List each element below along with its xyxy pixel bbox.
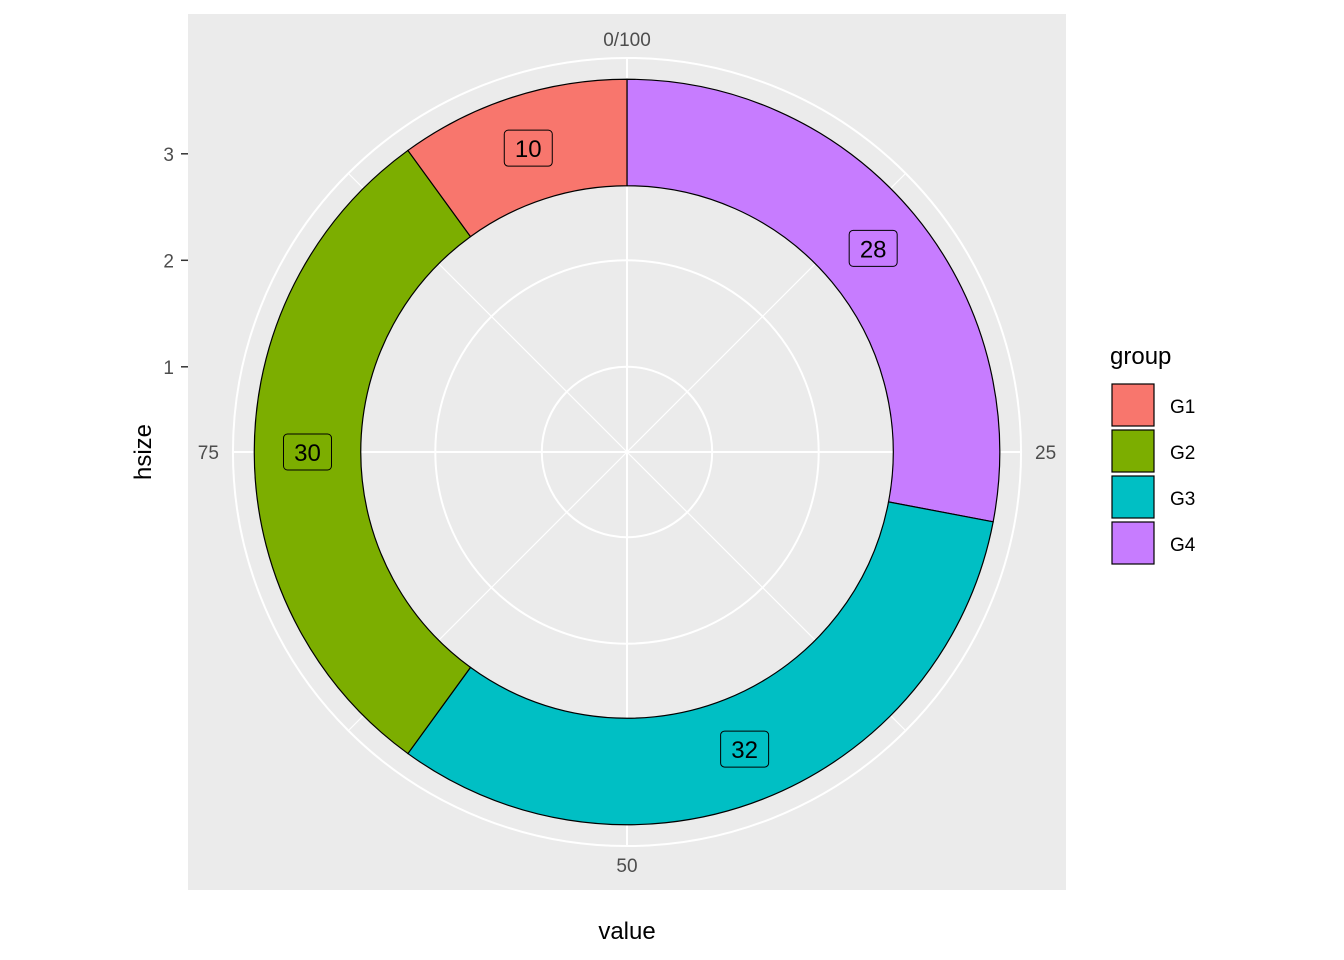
radial-tick-label: 3 <box>163 145 174 166</box>
slice-label-g4: 28 <box>848 229 898 267</box>
legend: group G1 G2 G3 G4 <box>1110 343 1196 565</box>
legend-key-g1 <box>1111 383 1155 427</box>
slice-label-text: 32 <box>731 737 758 764</box>
angle-tick-label: 0/100 <box>603 30 651 51</box>
slice-label-box <box>720 730 770 768</box>
radial-tick-label: 2 <box>163 251 174 272</box>
angle-tick-label: 50 <box>616 856 637 877</box>
angle-axis-ticks: 0/100 25 50 75 <box>198 30 1056 877</box>
slice-labels: 28 32 30 10 <box>283 129 898 768</box>
legend-key-g4 <box>1111 521 1155 565</box>
slice-g3 <box>407 501 994 826</box>
radial-axis-ticks: 1 2 3 <box>163 145 188 379</box>
legend-label-g1: G1 <box>1170 397 1195 418</box>
angle-tick-label: 75 <box>198 443 219 464</box>
slice-g2 <box>253 149 472 755</box>
legend-key-g3 <box>1111 475 1155 519</box>
slice-label-g2: 30 <box>283 433 332 471</box>
slice-label-text: 30 <box>294 440 321 467</box>
slice-label-box <box>283 433 332 471</box>
slice-label-g3: 32 <box>720 730 770 768</box>
legend-key-g2 <box>1111 429 1155 473</box>
angle-tick-label: 25 <box>1035 443 1056 464</box>
legend-title: group <box>1110 343 1171 370</box>
y-axis-title: hsize <box>130 424 157 480</box>
legend-label-g3: G3 <box>1170 489 1195 510</box>
legend-label-g2: G2 <box>1170 443 1195 464</box>
slice-g4 <box>626 78 1001 523</box>
x-axis-title: value <box>598 918 655 945</box>
slice-label-text: 28 <box>860 236 887 263</box>
slice-label-box <box>503 129 553 167</box>
slice-label-box <box>848 229 898 267</box>
slice-label-g1: 10 <box>503 129 553 167</box>
legend-label-g4: G4 <box>1170 535 1196 556</box>
slice-label-text: 10 <box>515 136 542 163</box>
radial-tick-label: 1 <box>163 358 174 379</box>
